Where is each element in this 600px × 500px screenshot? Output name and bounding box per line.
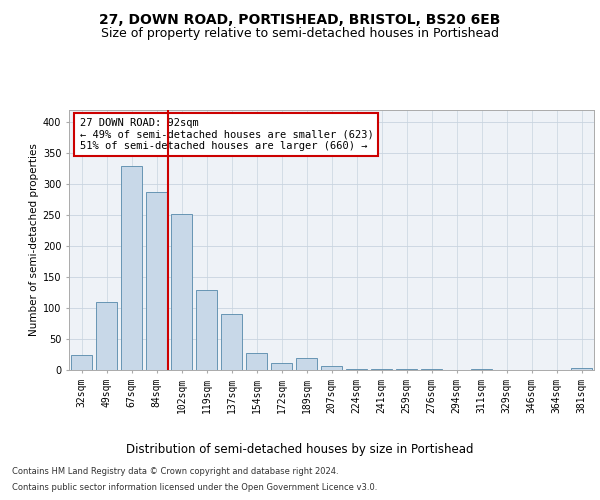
Text: Contains HM Land Registry data © Crown copyright and database right 2024.: Contains HM Land Registry data © Crown c… xyxy=(12,468,338,476)
Bar xyxy=(246,354,267,370)
Text: Size of property relative to semi-detached houses in Portishead: Size of property relative to semi-detach… xyxy=(101,28,499,40)
Bar xyxy=(71,354,92,370)
Bar xyxy=(321,366,342,370)
Bar xyxy=(271,362,292,370)
Bar xyxy=(296,358,317,370)
Bar xyxy=(221,314,242,370)
Text: 27 DOWN ROAD: 92sqm
← 49% of semi-detached houses are smaller (623)
51% of semi-: 27 DOWN ROAD: 92sqm ← 49% of semi-detach… xyxy=(79,118,373,151)
Bar xyxy=(346,369,367,370)
Text: 27, DOWN ROAD, PORTISHEAD, BRISTOL, BS20 6EB: 27, DOWN ROAD, PORTISHEAD, BRISTOL, BS20… xyxy=(100,12,500,26)
Bar xyxy=(196,290,217,370)
Bar xyxy=(371,369,392,370)
Text: Distribution of semi-detached houses by size in Portishead: Distribution of semi-detached houses by … xyxy=(126,442,474,456)
Bar xyxy=(146,192,167,370)
Bar xyxy=(571,368,592,370)
Y-axis label: Number of semi-detached properties: Number of semi-detached properties xyxy=(29,144,38,336)
Text: Contains public sector information licensed under the Open Government Licence v3: Contains public sector information licen… xyxy=(12,482,377,492)
Bar xyxy=(121,166,142,370)
Bar xyxy=(171,214,192,370)
Bar xyxy=(96,302,117,370)
